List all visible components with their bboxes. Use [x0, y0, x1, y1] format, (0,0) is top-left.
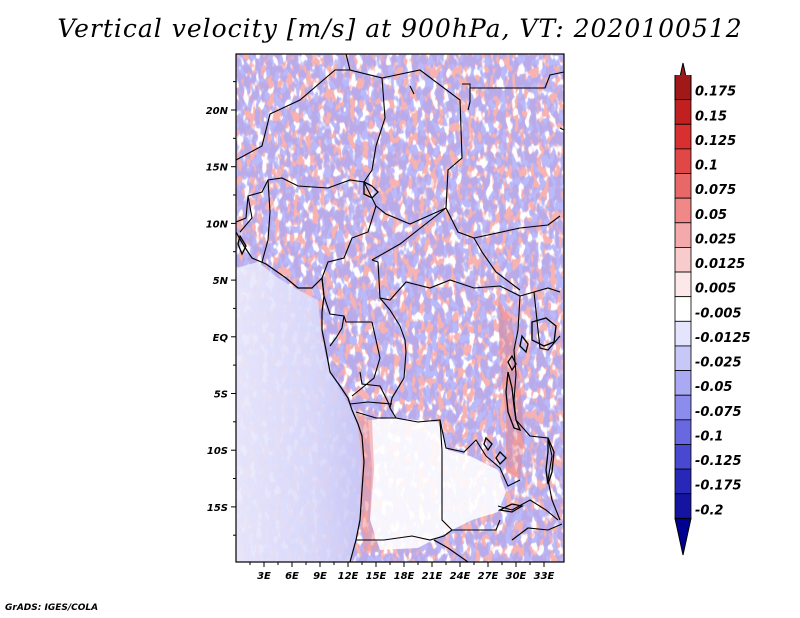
colorbar-level-label: -0.1	[695, 429, 723, 444]
lat-tick-label: 10N	[206, 219, 229, 230]
lake-chad	[363, 180, 379, 199]
colorbar-box	[674, 271, 692, 298]
colorbar-box	[674, 468, 692, 495]
lat-tick-label: 5N	[213, 276, 229, 287]
colorbar-box	[674, 345, 692, 371]
colorbar-level-label: 0.005	[695, 282, 736, 297]
colorbar-box	[675, 75, 691, 100]
lake-victoria	[531, 317, 557, 347]
colorbar-level-label: 0.125	[695, 134, 736, 149]
colorbar-level-label: 0.15	[695, 109, 727, 124]
lon-tick-label: 6E	[285, 571, 299, 582]
latitude-axis: 20N 15N 10N 5N EQ 5S 10S 15S	[206, 81, 236, 536]
credit-label: GrADS: IGES/COLA	[5, 603, 99, 613]
colorbar-level-label: -0.175	[695, 479, 742, 494]
colorbar-box	[674, 419, 692, 445]
colorbar-level-label: -0.025	[695, 356, 742, 371]
colorbar-box	[674, 444, 692, 470]
lon-tick-label: 33E	[534, 571, 555, 582]
lat-tick-label: 20N	[206, 106, 229, 117]
colorbar-level-label: -0.0125	[695, 331, 751, 346]
colorbar-level-label: 0.075	[695, 183, 736, 198]
lake-mweru	[483, 436, 493, 452]
colorbar-box	[674, 247, 692, 273]
colorbar-level-label: 0.025	[695, 232, 736, 247]
lon-tick-label: 15E	[366, 571, 387, 582]
lon-tick-label: 3E	[257, 571, 271, 582]
colorbar-box	[674, 222, 692, 248]
coastal-band	[356, 412, 378, 552]
lake-tanganyika	[505, 371, 522, 432]
colorbar-level-label: 0.1	[695, 159, 718, 174]
colorbar-box	[674, 370, 692, 396]
lon-tick-label: 18E	[394, 571, 415, 582]
lon-tick-label: 27E	[478, 571, 499, 582]
lat-tick-label: EQ	[213, 333, 229, 344]
lake-bangweulu	[495, 450, 507, 466]
lat-tick-label: 5S	[214, 390, 228, 401]
colorbar-box	[674, 123, 692, 150]
lake-volta	[237, 234, 247, 256]
colorbar-level-label: -0.2	[695, 503, 723, 518]
colorbar-box	[674, 99, 692, 125]
rift-band	[498, 300, 524, 480]
lat-tick-label: 15S	[207, 503, 228, 514]
lake-malawi	[545, 437, 555, 485]
lon-tick-label: 21E	[422, 571, 443, 582]
lon-tick-label: 9E	[313, 571, 327, 582]
colorbar-level-label: 0.05	[695, 208, 727, 223]
country-borders	[236, 54, 564, 562]
colorbar-level-label: -0.005	[695, 306, 742, 321]
chart-title: Vertical velocity [m/s] at 900hPa, VT: 2…	[57, 14, 743, 43]
lake-kariba	[497, 503, 524, 513]
colorbar-bottom-arrow	[674, 517, 692, 556]
colorbar-box	[674, 320, 692, 347]
colorbar-level-label: 0.0125	[695, 257, 745, 272]
colorbar-box	[674, 493, 692, 519]
colorbar-level-label: -0.05	[695, 380, 732, 395]
ocean-area	[236, 262, 364, 562]
quiet-region	[368, 418, 506, 550]
colorbar-box	[674, 148, 692, 174]
colorbar-box	[674, 296, 692, 322]
colorbar-box	[674, 197, 692, 224]
colorbar-level-label: -0.075	[695, 405, 742, 420]
lakes	[237, 180, 557, 513]
colorbar-level-label: 0.175	[695, 85, 736, 100]
colorbar: 0.175 0.15 0.125 0.1 0.075 0.05 0.025 0.0125 0.0…	[674, 62, 751, 556]
velocity-field	[236, 54, 564, 562]
lon-tick-label: 24E	[450, 571, 471, 582]
lake-albert	[519, 334, 529, 354]
lake-kivu	[507, 354, 517, 372]
colorbar-level-label: -0.125	[695, 454, 742, 469]
coastline	[236, 231, 365, 562]
lon-tick-label: 30E	[506, 571, 527, 582]
lat-tick-label: 15N	[206, 163, 229, 174]
colorbar-box	[674, 394, 692, 421]
colorbar-box	[674, 173, 692, 199]
lat-tick-label: 10S	[207, 446, 228, 457]
longitude-axis: 3E 6E 9E 12E 15E 18E 21E 24E 27E 30E 33E	[249, 562, 555, 582]
lon-tick-label: 12E	[338, 571, 359, 582]
